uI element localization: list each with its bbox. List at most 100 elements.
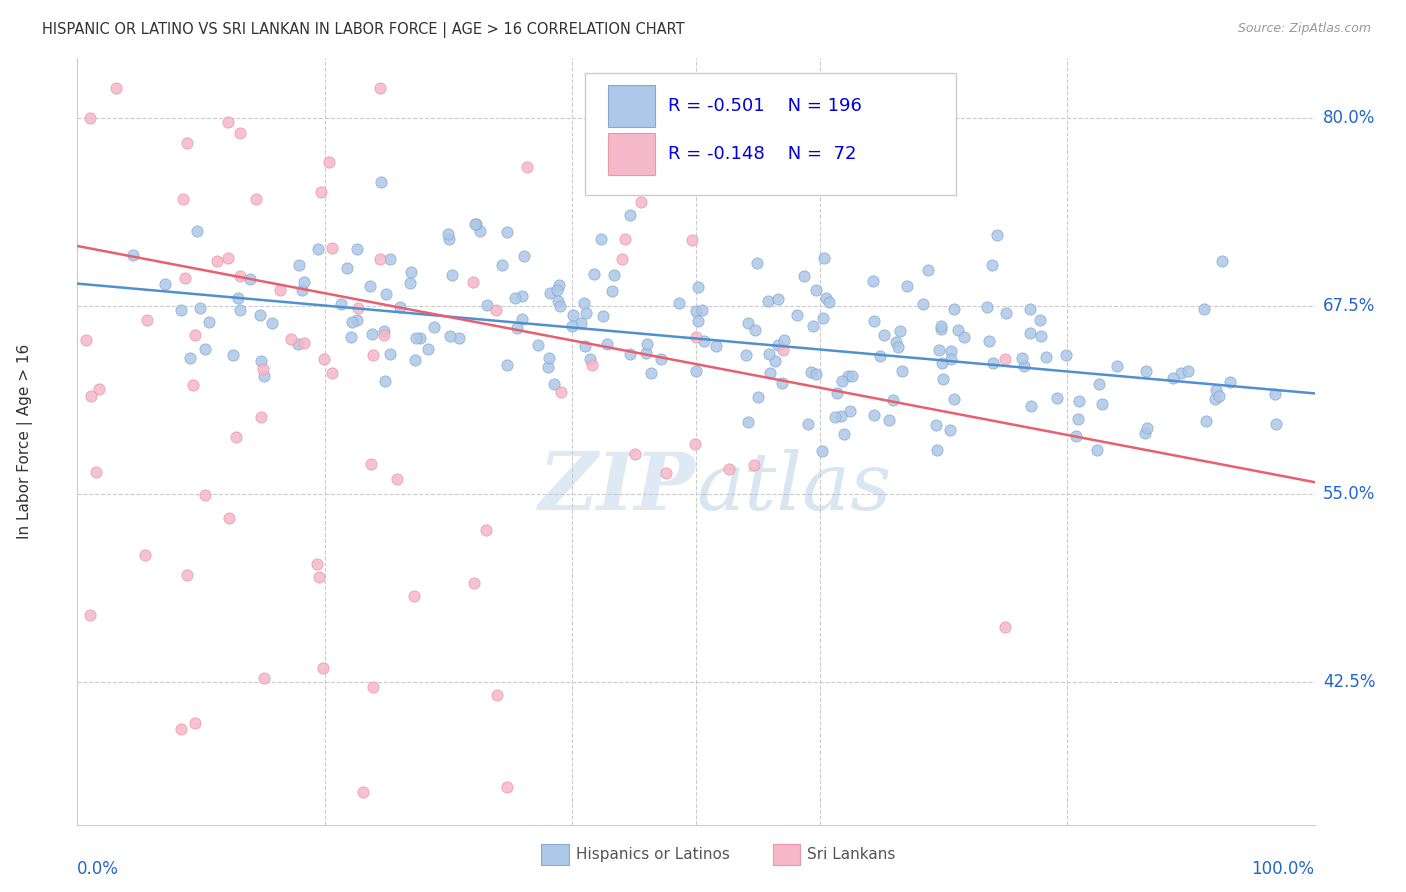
Point (1046, 391, 1069, 405)
Point (409, 331, 432, 345)
Point (360, 458, 382, 472)
Point (1085, 442, 1108, 457)
Point (1133, 426, 1156, 441)
Point (943, 392, 966, 407)
Point (250, 354, 273, 368)
Point (862, 274, 884, 288)
Point (239, 272, 262, 286)
Point (439, 329, 461, 343)
Point (1264, 387, 1286, 401)
Point (1019, 399, 1042, 413)
Point (229, 126, 252, 140)
Text: HISPANIC OR LATINO VS SRI LANKAN IN LABOR FORCE | AGE > 16 CORRELATION CHART: HISPANIC OR LATINO VS SRI LANKAN IN LABO… (42, 22, 685, 38)
Point (537, 360, 560, 375)
Point (318, 155, 340, 169)
Point (655, 466, 678, 480)
Point (683, 437, 706, 451)
Point (253, 671, 276, 685)
Point (404, 353, 426, 368)
Point (582, 267, 605, 281)
Point (800, 365, 823, 379)
Point (105, 81, 128, 95)
Point (772, 343, 794, 358)
Point (1018, 302, 1040, 317)
Point (193, 342, 215, 356)
Point (830, 409, 852, 424)
Point (1029, 328, 1052, 343)
Point (1088, 376, 1111, 391)
Point (385, 472, 408, 486)
Point (786, 308, 808, 322)
Point (939, 343, 962, 358)
Point (280, 332, 302, 346)
Point (359, 279, 381, 293)
Point (135, 312, 157, 326)
Point (399, 276, 422, 290)
Point (595, 337, 617, 351)
Point (321, 241, 343, 255)
Text: R = -0.148    N =  72: R = -0.148 N = 72 (668, 145, 856, 163)
Point (378, 347, 401, 361)
Point (797, 417, 820, 431)
Point (373, 327, 395, 342)
Point (291, 283, 314, 297)
Point (884, 334, 907, 349)
Point (569, 316, 592, 330)
Point (579, 352, 602, 367)
Point (887, 340, 910, 354)
Point (506, 320, 529, 334)
Point (218, 511, 240, 525)
Point (704, 339, 727, 353)
Point (994, 306, 1017, 320)
Point (831, 374, 853, 388)
Point (347, 301, 370, 315)
Point (1012, 359, 1035, 374)
Point (217, 115, 239, 129)
Bar (609, 133, 655, 175)
Point (79, 608, 101, 623)
Point (804, 283, 827, 297)
Point (229, 269, 252, 284)
Point (305, 557, 328, 571)
Point (389, 300, 412, 314)
Point (245, 192, 267, 206)
Bar (773, 844, 800, 865)
Point (744, 323, 766, 337)
Point (228, 303, 250, 318)
Point (592, 310, 614, 324)
Point (193, 488, 215, 502)
Point (681, 234, 703, 248)
Point (176, 567, 198, 582)
Point (636, 337, 658, 351)
Point (1211, 253, 1233, 268)
Point (1135, 364, 1157, 378)
Point (336, 260, 359, 275)
Point (1064, 429, 1087, 443)
Point (745, 256, 768, 270)
Point (181, 378, 204, 392)
Point (931, 372, 953, 386)
Point (589, 232, 612, 246)
Point (485, 303, 508, 318)
Point (832, 426, 855, 441)
Point (170, 302, 193, 317)
Point (877, 413, 900, 427)
Point (841, 369, 863, 384)
Point (79, 112, 101, 126)
Point (890, 364, 912, 378)
Point (516, 160, 538, 174)
Point (260, 316, 283, 330)
Point (685, 364, 707, 378)
Point (172, 192, 194, 206)
Point (308, 570, 330, 584)
Point (925, 418, 948, 433)
Point (1208, 389, 1230, 403)
Point (495, 359, 517, 373)
Point (772, 333, 794, 347)
Point (468, 224, 491, 238)
Bar (609, 86, 655, 128)
Point (929, 321, 952, 335)
Point (742, 458, 765, 472)
Point (464, 217, 486, 231)
Point (463, 576, 485, 591)
